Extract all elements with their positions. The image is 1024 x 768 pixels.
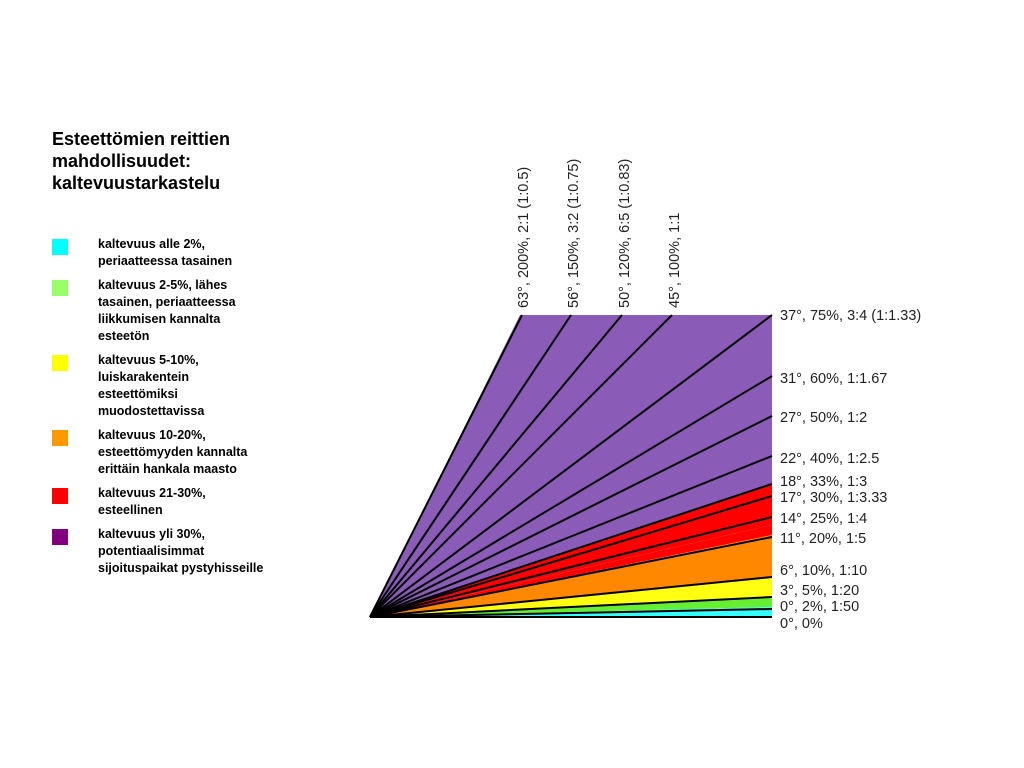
fan-line-56deg <box>369 314 572 618</box>
band-red-lower <box>370 525 772 617</box>
label-0deg: 0°, 0% <box>780 616 823 632</box>
legend-item: kaltevuus alle 2%, periaatteessa tasaine… <box>52 236 272 270</box>
legend-swatch-red <box>52 488 68 504</box>
legend-item: kaltevuus 21-30%, esteellinen <box>52 485 272 519</box>
label-45deg: 45°, 100%, 1:1 <box>667 213 683 308</box>
label-22deg: 22°, 40%, 1:2.5 <box>780 451 879 467</box>
fan-line-45deg <box>369 314 673 618</box>
label-2pct: 0°, 2%, 1:50 <box>780 599 859 615</box>
label-18deg: 18°, 33%, 1:3 <box>780 474 867 490</box>
fan-line-14deg <box>369 516 773 618</box>
legend-swatch-purple <box>52 529 68 545</box>
fan-line-63deg <box>369 314 523 618</box>
label-50deg: 50°, 120%, 6:5 (1:0.83) <box>617 159 633 308</box>
fan-line-22deg <box>369 455 773 618</box>
label-31deg: 31°, 60%, 1:1.67 <box>780 371 887 387</box>
fan-line-3deg <box>369 596 773 618</box>
fan-line-11deg <box>369 536 773 618</box>
legend-label: kaltevuus 10-20%, esteettömyyden kannalt… <box>98 428 248 476</box>
fan-line-17deg <box>369 495 773 618</box>
label-56deg: 56°, 150%, 3:2 (1:0.75) <box>566 159 582 308</box>
label-3deg: 3°, 5%, 1:20 <box>780 583 859 599</box>
fan-line-37deg <box>369 314 773 618</box>
page-title: Esteettömien reittien mahdollisuudet: ka… <box>52 129 231 193</box>
legend-item: kaltevuus 10-20%, esteettömyyden kannalt… <box>52 427 272 478</box>
legend-label: kaltevuus 21-30%, esteellinen <box>98 486 206 517</box>
legend-swatch-cyan <box>52 239 68 255</box>
fan-line-50deg <box>369 314 623 618</box>
legend-swatch-green <box>52 280 68 296</box>
fan-line-6deg <box>369 576 773 618</box>
legend: kaltevuus alle 2%, periaatteessa tasaine… <box>52 236 272 584</box>
fan-line-2pct <box>369 608 773 618</box>
legend-item: kaltevuus 2-5%, lähes tasainen, periaatt… <box>52 277 272 345</box>
legend-label: kaltevuus 2-5%, lähes tasainen, periaatt… <box>98 278 236 343</box>
legend-label: kaltevuus 5-10%, luiskarakentein esteett… <box>98 353 205 418</box>
label-14deg: 14°, 25%, 1:4 <box>780 511 867 527</box>
legend-item: kaltevuus 5-10%, luiskarakentein esteett… <box>52 352 272 420</box>
legend-label: kaltevuus yli 30%, potentiaalisimmat sij… <box>98 527 264 575</box>
legend-swatch-orange <box>52 430 68 446</box>
label-17deg: 17°, 30%, 1:3.33 <box>780 490 887 506</box>
legend-item: kaltevuus yli 30%, potentiaalisimmat sij… <box>52 526 272 577</box>
label-11deg: 11°, 20%, 1:5 <box>780 531 866 547</box>
fan-line-18deg <box>369 483 773 618</box>
fan-lines <box>369 314 773 618</box>
label-6deg: 6°, 10%, 1:10 <box>780 563 867 579</box>
label-27deg: 27°, 50%, 1:2 <box>780 410 867 426</box>
label-63deg: 63°, 200%, 2:1 (1:0.5) <box>516 167 532 308</box>
legend-label: kaltevuus alle 2%, periaatteessa tasaine… <box>98 237 233 268</box>
fan-line-31deg <box>369 375 773 618</box>
fan-line-27deg <box>369 415 773 618</box>
label-37deg: 37°, 75%, 3:4 (1:1.33) <box>780 308 921 324</box>
legend-swatch-yellow <box>52 355 68 371</box>
